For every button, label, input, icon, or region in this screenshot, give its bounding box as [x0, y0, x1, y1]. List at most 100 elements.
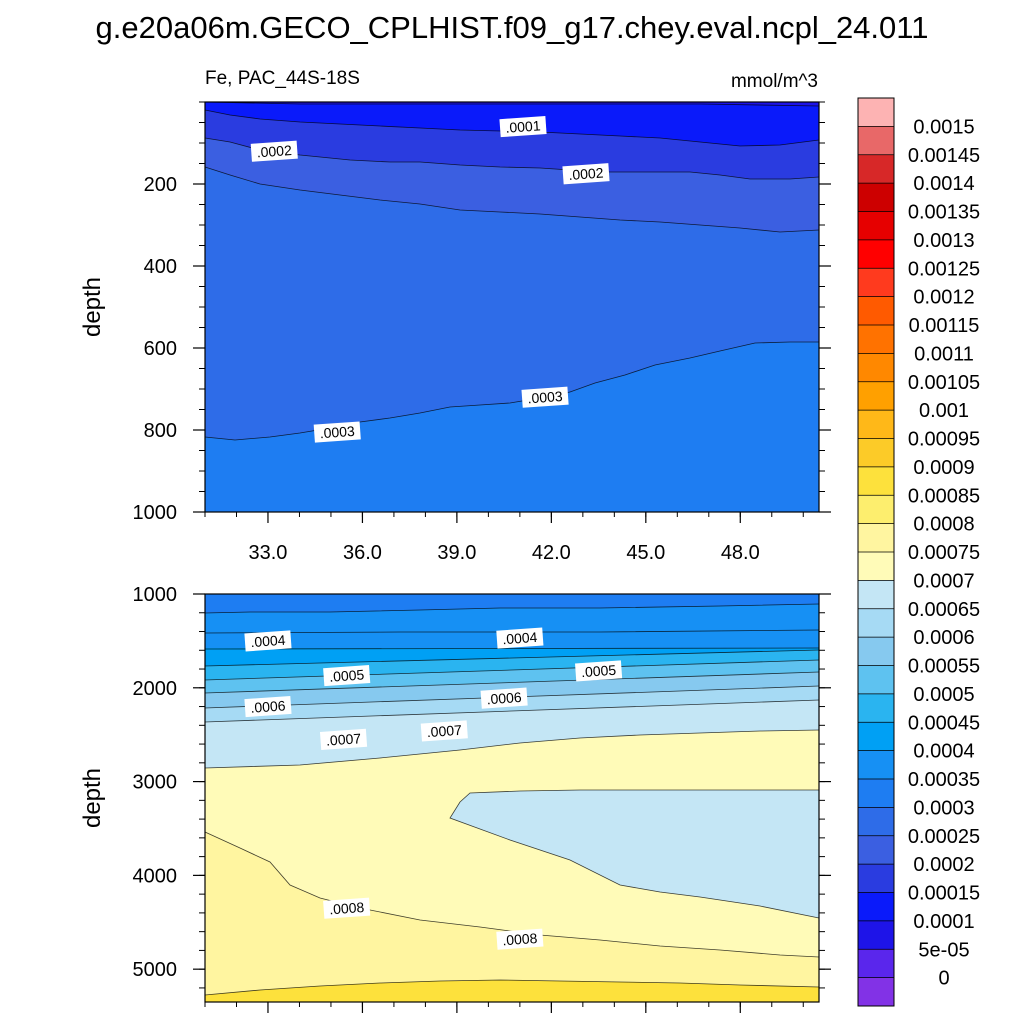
colorbar-label: 0.00095	[908, 429, 980, 451]
lower-contour-label: .0004	[496, 627, 544, 649]
lower-contour-label-text: .0005	[329, 666, 365, 684]
lower-y-axis-label: depth	[79, 768, 106, 828]
upper-y-tick-label: 400	[144, 256, 177, 278]
lower-band-0.00085	[205, 980, 819, 1002]
lower-plot-frame	[204, 593, 820, 1003]
colorbar-label: 0.0001	[913, 911, 974, 933]
upper-panel: .0001 .0002 .0002 .0003 .0003 33.0 36.0 39.0 42…	[79, 101, 831, 564]
upper-contour-label-box	[562, 163, 610, 185]
lower-contour-label: .0008	[496, 928, 544, 950]
upper-x-tick-label: 45.0	[626, 542, 665, 564]
colorbar-label: 0.0007	[913, 570, 974, 592]
lower-contour-label-text: .0004	[250, 632, 286, 650]
upper-y-tick-label: 200	[144, 174, 177, 196]
colorbar-label: 0.00145	[908, 145, 980, 167]
lower-contour-0.00045	[204, 647, 820, 650]
colorbar-label: 0.0003	[913, 797, 974, 819]
colorbar-label: 0.00065	[908, 599, 980, 621]
colorbar-label: 0.00135	[908, 202, 980, 224]
lower-contour-label-box	[244, 630, 292, 652]
colorbar-box	[858, 608, 894, 638]
lower-y-tick-label: 3000	[133, 772, 178, 794]
lower-contour-label: .0004	[244, 630, 292, 652]
lower-y-tick-label: 5000	[133, 959, 178, 981]
lower-contour-label-text: .0006	[250, 697, 286, 715]
lower-contour-label: .0008	[323, 897, 371, 919]
colorbar-box	[858, 977, 894, 1007]
colorbar-label: 5e-05	[918, 939, 969, 961]
upper-contour-label-box	[499, 116, 547, 138]
colorbar-box	[858, 864, 894, 893]
colorbar-box	[858, 693, 894, 723]
upper-x-tick-label: 39.0	[437, 542, 476, 564]
upper-contour-label-text: .0003	[319, 423, 355, 441]
lower-contour-label: .0006	[480, 687, 528, 709]
colorbar-label: 0.00085	[908, 485, 980, 507]
colorbar-box	[858, 949, 894, 978]
lower-contour-label-text: .0007	[326, 730, 362, 748]
colorbar-box	[858, 126, 894, 156]
upper-y-tick-label: 600	[144, 338, 177, 360]
colorbar-box	[858, 239, 894, 269]
upper-x-tick-label: 36.0	[343, 542, 382, 564]
lower-y-tick-label: 4000	[133, 865, 178, 887]
lower-contour-label-box	[323, 897, 371, 919]
lower-contour-label-box	[420, 720, 468, 742]
lower-contour-0.0006	[204, 671, 820, 694]
upper-contour-label: .0002	[562, 163, 610, 185]
upper-contour-label-box	[521, 386, 569, 408]
colorbar-frame	[857, 97, 895, 1007]
colorbar-box	[858, 98, 894, 127]
colorbar-box	[858, 325, 894, 354]
lower-contour-label: .0007	[420, 720, 468, 742]
lower-contour-label-box	[575, 660, 623, 682]
colorbar-box	[858, 438, 894, 468]
lower-contour-0.00035	[204, 603, 820, 614]
upper-contour-label-box	[250, 140, 298, 162]
colorbar-label: 0.0012	[913, 287, 974, 309]
lower-contour-label-text: .0008	[502, 930, 538, 948]
colorbar-label: 0.00055	[908, 656, 980, 678]
colorbar: 0.0015 0.00145 0.0014 0.00135 0.0013 0.00125 0…	[857, 97, 980, 1007]
colorbar-label: 0.0015	[913, 116, 974, 138]
colorbar-label: 0.0011	[914, 343, 974, 365]
upper-contour-label: .0003	[313, 421, 361, 443]
lower-contour-label-box	[244, 695, 292, 718]
colorbar-label: 0.0008	[913, 514, 974, 536]
upper-contour-label-text: .0002	[568, 165, 604, 183]
colorbar-label: 0.00125	[908, 258, 980, 280]
colorbar-label: 0.00045	[908, 712, 980, 734]
upper-contour-label: .0001	[499, 116, 547, 138]
lower-band-0.0008	[205, 832, 819, 1002]
colorbar-box	[858, 410, 894, 439]
lower-contour-label-box	[319, 728, 368, 750]
lower-contour-label-box	[496, 928, 544, 950]
colorbar-box	[858, 807, 894, 837]
lower-contour-label-text: .0006	[486, 689, 522, 707]
lower-band-0.0007-tongue	[450, 790, 819, 918]
upper-contour-0.0001	[204, 109, 820, 147]
upper-contour-label-text: .0002	[256, 142, 292, 160]
colorbar-label: 0.00015	[908, 883, 980, 905]
colorbar-box	[858, 183, 894, 212]
colorbar-label: 0.00035	[908, 769, 980, 791]
colorbar-label: 0.00025	[908, 826, 980, 848]
lower-y-tick-label: 1000	[133, 584, 178, 606]
upper-x-tick-label: 33.0	[249, 542, 288, 564]
colorbar-box	[858, 466, 894, 496]
colorbar-box	[858, 296, 894, 326]
colorbar-box	[858, 892, 894, 922]
lower-contour-label: .0005	[575, 660, 623, 682]
colorbar-box	[858, 268, 894, 297]
lower-contour-label-text: .0005	[581, 662, 617, 680]
colorbar-box	[858, 722, 894, 751]
lower-contour-0.0005	[204, 649, 820, 667]
colorbar-box	[858, 750, 894, 780]
colorbar-label: 0.0014	[913, 173, 974, 195]
lower-contour-label-text: .0008	[329, 899, 365, 917]
lower-y-tick-label: 2000	[133, 678, 178, 700]
colorbar-box	[858, 495, 894, 524]
colorbar-label: 0.001	[919, 400, 969, 422]
lower-contour-label: .0006	[244, 695, 292, 718]
